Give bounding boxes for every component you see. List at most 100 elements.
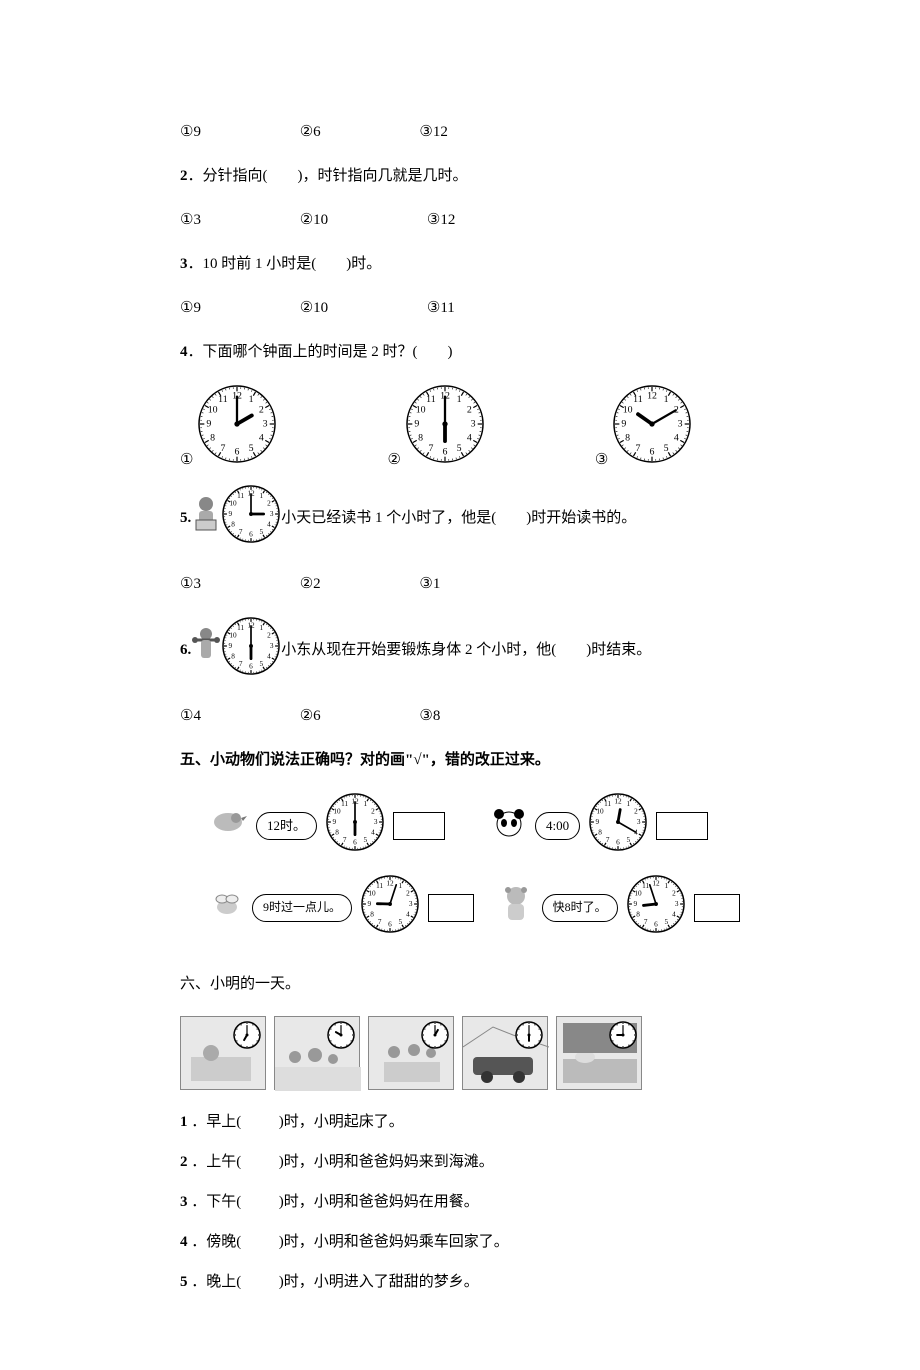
q4-label-b: ② — [387, 448, 400, 472]
q5-num: 5. — [180, 506, 191, 530]
s5-answer-1[interactable] — [393, 812, 445, 840]
svg-text:7: 7 — [378, 918, 382, 926]
s5-bubble-1: 12时。 — [256, 812, 317, 841]
svg-text:6: 6 — [249, 531, 253, 539]
svg-text:2: 2 — [371, 808, 375, 816]
q6-stem: 6. 123456789101112 小东从现在开始要锻炼身体 2 个小时，他(… — [180, 616, 740, 684]
svg-text:5: 5 — [627, 836, 631, 844]
svg-text:10: 10 — [416, 404, 426, 415]
svg-text:6: 6 — [388, 921, 392, 929]
svg-text:7: 7 — [636, 443, 641, 454]
q2-options: ①3 ②10 ③12 — [180, 208, 740, 232]
svg-text:9: 9 — [229, 510, 233, 518]
scene-car — [462, 1016, 548, 1090]
s6-q5-blank[interactable] — [245, 1274, 275, 1290]
svg-text:7: 7 — [606, 836, 610, 844]
svg-text:11: 11 — [341, 800, 348, 808]
svg-text:3: 3 — [270, 510, 274, 518]
svg-text:3: 3 — [471, 419, 476, 430]
svg-text:8: 8 — [626, 433, 631, 444]
svg-text:7: 7 — [221, 443, 226, 454]
svg-text:8: 8 — [598, 828, 602, 836]
s5-clock-4: 123456789101112 — [626, 874, 686, 942]
svg-text:5: 5 — [260, 528, 264, 536]
svg-text:12: 12 — [647, 390, 657, 401]
s5-answer-2[interactable] — [656, 812, 708, 840]
q1-opt-b: ②6 — [300, 120, 321, 144]
s5-clock-1: 123456789101112 — [325, 792, 385, 860]
svg-text:12: 12 — [386, 879, 394, 887]
svg-text:2: 2 — [267, 500, 271, 508]
svg-text:3: 3 — [637, 818, 641, 826]
q5-stem: 5. 123456789101112 小天已经读书 1 个小时了，他是( )时开… — [180, 484, 740, 552]
svg-text:2: 2 — [259, 404, 264, 415]
q2-text-b: )，时针指向几就是几时。 — [298, 164, 468, 188]
svg-text:1: 1 — [664, 882, 668, 890]
q2-opt-c: ③12 — [427, 208, 455, 232]
q3-num: 3 — [180, 252, 188, 276]
section6-scenes — [180, 1016, 740, 1090]
svg-text:1: 1 — [664, 394, 669, 405]
svg-text:5: 5 — [664, 918, 668, 926]
s5-answer-3[interactable] — [428, 894, 474, 922]
q3-opt-a: ①9 — [180, 296, 201, 320]
svg-text:5: 5 — [399, 918, 403, 926]
q1-options: ①9 ②6 ③12 — [180, 120, 740, 144]
svg-text:2: 2 — [467, 404, 472, 415]
q2-blank[interactable] — [268, 164, 298, 188]
svg-text:9: 9 — [596, 818, 600, 826]
svg-text:8: 8 — [636, 910, 640, 918]
q4-blank[interactable] — [418, 340, 448, 364]
q4-clock-row: ① 123456789101112 ② 123456789101112 ③ 12… — [180, 384, 740, 472]
svg-text:8: 8 — [231, 520, 235, 528]
q3-blank[interactable] — [316, 252, 346, 276]
q2-text-a: ．分针指向( — [188, 164, 268, 188]
q3-opt-c: ③11 — [427, 296, 455, 320]
svg-text:9: 9 — [332, 818, 336, 826]
s5-clock-3: 123456789101112 — [360, 874, 420, 942]
q4-clock-2: ② 123456789101112 — [387, 384, 484, 472]
svg-text:2: 2 — [634, 808, 638, 816]
s5-answer-4[interactable] — [694, 894, 740, 922]
svg-text:2: 2 — [672, 890, 676, 898]
svg-text:6: 6 — [442, 447, 447, 458]
svg-text:10: 10 — [623, 404, 633, 415]
q3-stem: 3 ．10 时前 1 小时是( )时。 — [180, 252, 740, 276]
s6-q2-blank[interactable] — [245, 1154, 275, 1170]
svg-text:8: 8 — [211, 433, 216, 444]
q6-options: ①4 ②6 ③8 — [180, 704, 740, 728]
svg-text:1: 1 — [456, 394, 461, 405]
q5-blank[interactable] — [496, 506, 526, 530]
scene-meal — [368, 1016, 454, 1090]
svg-text:4: 4 — [259, 433, 264, 444]
svg-text:1: 1 — [260, 624, 264, 632]
scene-beach — [274, 1016, 360, 1090]
s5-clock-2: 123456789101112 — [588, 792, 648, 860]
svg-text:10: 10 — [634, 890, 642, 898]
svg-text:9: 9 — [633, 900, 637, 908]
svg-text:3: 3 — [263, 419, 268, 430]
s6-q4-blank[interactable] — [245, 1234, 275, 1250]
q5-text-a: 小天已经读书 1 个小时了，他是( — [281, 506, 496, 530]
s5-bubble-2: 4:00 — [535, 812, 580, 841]
panda-icon — [491, 806, 527, 846]
svg-text:7: 7 — [643, 918, 647, 926]
svg-text:1: 1 — [399, 882, 403, 890]
q4-clock-3: ③ 123456789101112 — [595, 384, 692, 472]
svg-text:5: 5 — [456, 443, 461, 454]
q6-blank[interactable] — [556, 638, 586, 662]
q4-clock-1: ① 123456789101112 — [180, 384, 277, 472]
s6-q4: 4 ．傍晚( )时，小明和爸爸妈妈乘车回家了。 — [180, 1230, 740, 1254]
svg-text:5: 5 — [664, 443, 669, 454]
q5-opt-c: ③1 — [419, 572, 440, 596]
svg-text:11: 11 — [219, 394, 229, 405]
svg-text:3: 3 — [678, 419, 683, 430]
q4-num: 4 — [180, 340, 188, 364]
q4-stem: 4 ．下面哪个钟面上的时间是 2 时？( ) — [180, 340, 740, 364]
s6-q3-blank[interactable] — [245, 1194, 275, 1210]
s6-q1-blank[interactable] — [245, 1114, 275, 1130]
svg-text:4: 4 — [467, 433, 472, 444]
svg-text:4: 4 — [371, 828, 375, 836]
svg-text:1: 1 — [364, 800, 368, 808]
q2-opt-b: ②10 — [300, 208, 328, 232]
